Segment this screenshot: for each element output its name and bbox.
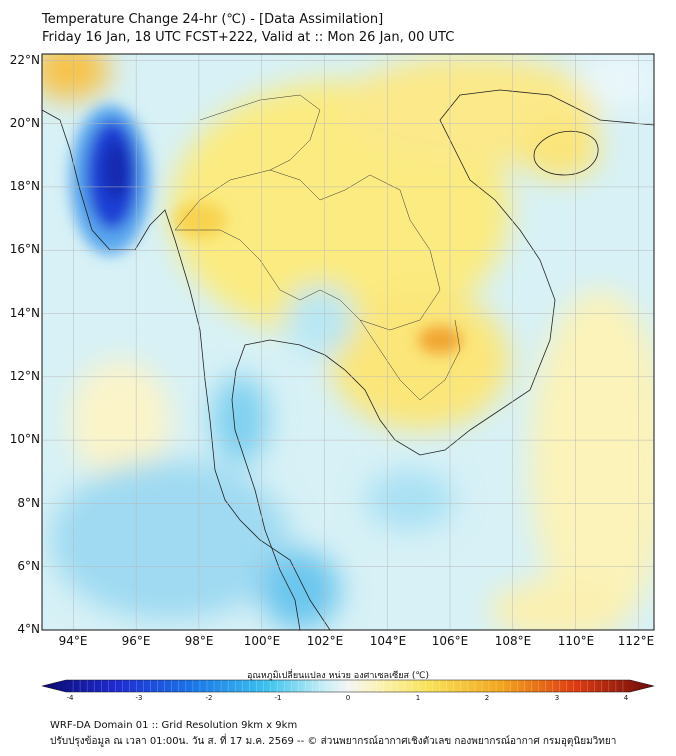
- border-myanmar-china: [199, 94, 321, 171]
- colorbar-tick-0: 0: [345, 694, 351, 702]
- colorbar-tick-2: 2: [484, 694, 490, 702]
- warm-region-hainan: [520, 120, 600, 180]
- lon-label-98: 98°E: [184, 634, 214, 648]
- temperature-field: [42, 54, 654, 630]
- colorbar-tick-4: 4: [623, 694, 629, 702]
- country-borders: [174, 94, 461, 401]
- gridlines: [42, 54, 654, 631]
- lat-label-8: 8°N: [17, 496, 40, 510]
- lat-label-22: 22°N: [9, 53, 40, 67]
- lat-label-12: 12°N: [9, 369, 40, 383]
- hot-spot-cambodia: [418, 326, 462, 354]
- lon-label-110: 110°E: [557, 634, 595, 648]
- colorbar-tick-neg2: -2: [205, 694, 213, 702]
- lon-label-104: 104°E: [369, 634, 407, 648]
- cool-region-south: [260, 550, 340, 630]
- border-cambodia: [359, 319, 461, 401]
- lon-label-106: 106°E: [431, 634, 469, 648]
- lat-label-18: 18°N: [9, 179, 40, 193]
- lat-label-14: 14°N: [9, 306, 40, 320]
- lon-label-102: 102°E: [306, 634, 344, 648]
- colorbar-title: อุณหภูมิเปลี่ยนแปลง หน่วย องศาเซลเซียส (…: [246, 671, 430, 681]
- warm-region-scs: [530, 290, 654, 630]
- lon-label-94: 94°E: [58, 634, 88, 648]
- lon-label-112: 112°E: [617, 634, 655, 648]
- chart-title: Temperature Change 24-hr (℃) - [Data Ass…: [42, 12, 384, 27]
- lon-label-100: 100°E: [243, 634, 281, 648]
- colorbar-tick-neg4: -4: [66, 694, 74, 702]
- border-thailand-laos: [174, 169, 441, 331]
- warm-region-cambodia: [330, 290, 510, 430]
- cold-center: [102, 140, 130, 200]
- cool-region-gulf: [365, 470, 455, 530]
- lat-label-6: 6°N: [17, 559, 40, 573]
- coast-west: [42, 109, 331, 630]
- plot-frame: [41, 53, 655, 631]
- lat-label-4: 4°N: [17, 622, 40, 636]
- footer-credit: ปรับปรุงข้อมูล ณ เวลา 01:00น. วัน ส. ที่…: [50, 736, 617, 747]
- lat-label-20: 20°N: [9, 116, 40, 130]
- chart-subtitle: Friday 16 Jan, 18 UTC FCST+222, Valid at…: [42, 30, 455, 45]
- lon-label-96: 96°E: [121, 634, 151, 648]
- warm-region-south: [490, 580, 630, 630]
- colorbar: [41, 679, 655, 693]
- lon-label-108: 108°E: [494, 634, 532, 648]
- neutral-region-ne: [580, 54, 654, 110]
- coast-hainan: [533, 131, 599, 176]
- cool-region-gulf-west: [212, 375, 268, 465]
- warm-region-nw: [42, 54, 110, 100]
- cool-region-bangkok: [285, 285, 355, 355]
- colorbar-separators: [72, 680, 624, 692]
- lat-label-16: 16°N: [9, 242, 40, 256]
- hot-spot-myanmar: [174, 202, 226, 238]
- warm-region-andaman: [70, 360, 170, 480]
- cool-region-sw: [50, 460, 290, 620]
- colorbar-tick-neg1: -1: [274, 694, 282, 702]
- lat-label-10: 10°N: [9, 432, 40, 446]
- colorbar-tick-3: 3: [554, 694, 560, 702]
- colorbar-tick-neg3: -3: [135, 694, 143, 702]
- colorbar-tick-1: 1: [415, 694, 421, 702]
- footer-model-info: WRF-DA Domain 01 :: Grid Resolution 9km …: [50, 720, 298, 731]
